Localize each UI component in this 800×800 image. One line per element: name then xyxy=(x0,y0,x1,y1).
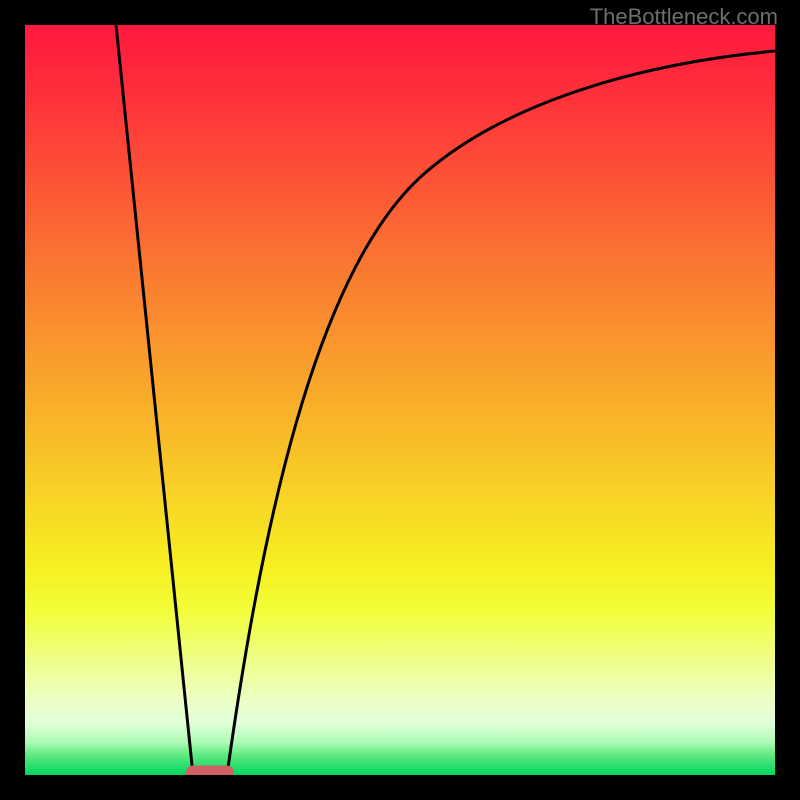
watermark-text: TheBottleneck.com xyxy=(590,4,778,30)
plot-frame xyxy=(25,25,775,775)
minimum-marker xyxy=(186,766,234,776)
curve-right-segment xyxy=(227,51,775,775)
curve-layer xyxy=(25,25,775,775)
curve-left-segment xyxy=(116,25,193,775)
